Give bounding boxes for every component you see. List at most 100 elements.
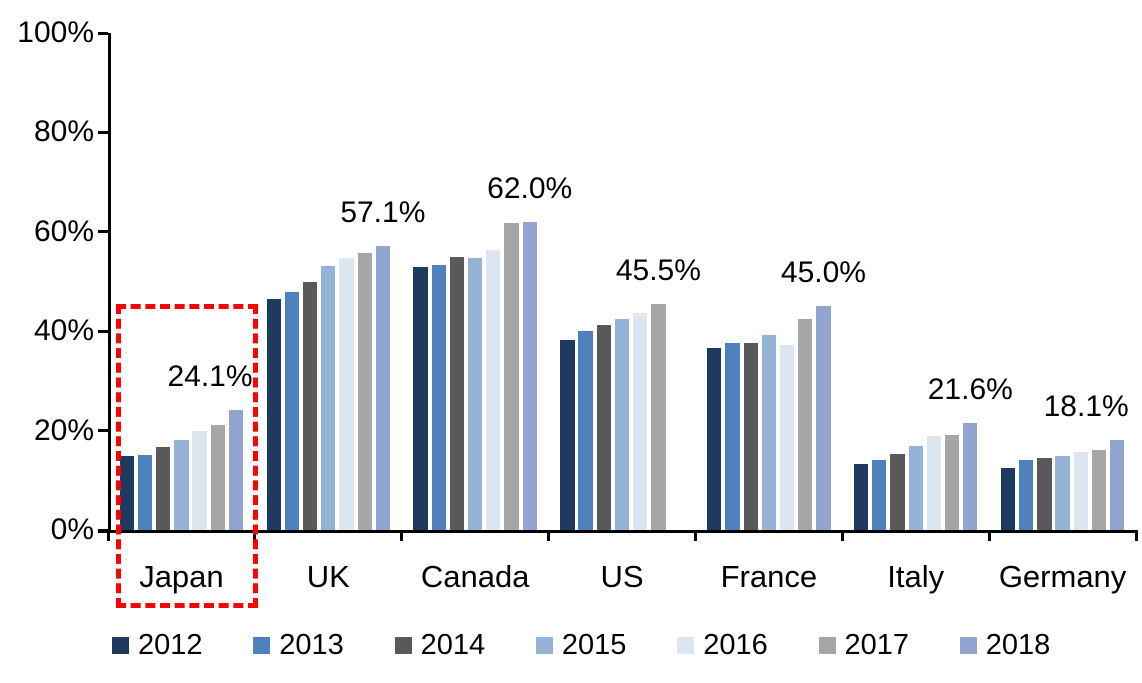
data-label-us: 45.5% <box>615 253 701 287</box>
bar-2013-us <box>578 330 593 530</box>
legend-item-2016: 2016 <box>677 628 768 662</box>
legend-item-2013: 2013 <box>253 628 344 662</box>
y-axis-tick <box>98 130 108 134</box>
x-axis-tick <box>106 531 110 541</box>
bar-2014-canada <box>449 257 465 530</box>
bar-2012-france <box>707 348 722 530</box>
bar-2017-italy <box>944 434 960 530</box>
bar-2018-france <box>816 306 831 530</box>
bar-2018-canada <box>522 221 537 530</box>
bar-2016-us <box>633 313 648 530</box>
bar-2014-japan <box>156 446 171 530</box>
legend-swatch-2016 <box>677 636 695 654</box>
bar-2015-uk <box>321 265 336 530</box>
legend-swatch-2018 <box>959 636 977 654</box>
y-axis-tick <box>98 31 108 35</box>
bar-group-italy: 21.6% <box>842 33 1013 530</box>
bar-2013-uk <box>284 291 300 530</box>
data-label-canada: 62.0% <box>487 171 573 205</box>
bar-2015-france <box>761 334 776 530</box>
bar-group-germany: 18.1% <box>989 33 1136 530</box>
bar-2014-uk <box>302 281 318 530</box>
bar-2014-germany <box>1037 458 1052 530</box>
bar-2013-italy <box>872 459 887 530</box>
bar-2012-us <box>560 340 575 530</box>
bar-2017-canada <box>504 223 519 530</box>
bar-2016-italy <box>926 436 942 530</box>
highlight-rectangle <box>116 304 258 608</box>
legend-swatch-2015 <box>535 636 553 654</box>
x-axis-tick <box>1134 531 1138 541</box>
bar-2015-japan <box>174 440 189 530</box>
bar-2017-us <box>651 303 666 530</box>
bar-group-uk: 57.1% <box>255 33 425 530</box>
category-label-japan: Japan <box>139 559 224 594</box>
bar-2012-germany <box>1000 467 1016 530</box>
plot-area: 24.1% 57.1% 62.0% 45.5% 45.0% 21.6% 18.1% <box>108 33 1136 530</box>
bar-2013-germany <box>1019 460 1034 530</box>
legend-label-2018: 2018 <box>985 629 1051 661</box>
bar-2013-canada <box>431 264 446 530</box>
bar-2012-italy <box>853 463 869 530</box>
bar-2014-us <box>596 325 611 530</box>
legend-label-2015: 2015 <box>561 629 627 661</box>
bar-2015-italy <box>908 446 923 530</box>
bar-2017-germany <box>1091 450 1107 530</box>
x-axis-tick <box>987 531 991 541</box>
bar-2017-japan <box>210 424 225 530</box>
x-axis-tick <box>400 531 404 541</box>
y-axis-tick-label: 60% <box>33 214 94 248</box>
bar-2018-uk <box>375 246 391 530</box>
legend-swatch-2017 <box>818 636 836 654</box>
legend-item-2015: 2015 <box>535 628 627 662</box>
bar-2013-japan <box>137 455 153 530</box>
bar-2014-italy <box>890 453 905 530</box>
bar-2012-japan <box>119 455 134 530</box>
legend-swatch-2012 <box>112 636 129 654</box>
legend-label-2014: 2014 <box>420 629 486 661</box>
bar-group-japan: 24.1% <box>108 33 255 530</box>
category-label-germany: Germany <box>998 559 1127 594</box>
x-axis-tick <box>547 531 551 541</box>
category-label-canada: Canada <box>420 559 530 594</box>
bar-2018-germany <box>1110 440 1125 530</box>
x-axis-tick <box>840 531 844 541</box>
legend-item-2012: 2012 <box>112 628 203 662</box>
bar-group-us: 45.5% <box>549 33 701 530</box>
data-label-france: 45.0% <box>780 256 866 290</box>
y-axis-tick <box>98 429 108 433</box>
bar-group-france: 45.0% <box>695 33 866 530</box>
bar-2016-germany <box>1073 452 1088 530</box>
bar-2012-uk <box>266 299 281 530</box>
y-axis-tick-label: 20% <box>33 413 94 447</box>
bar-2015-us <box>614 319 630 530</box>
data-label-germany: 18.1% <box>1043 390 1129 424</box>
y-axis-tick-label: 100% <box>17 16 94 49</box>
bar-2018-japan <box>228 410 244 530</box>
legend-item-2018: 2018 <box>959 628 1051 662</box>
y-axis-tick-label: 40% <box>33 314 94 348</box>
data-label-japan: 24.1% <box>167 360 253 394</box>
category-label-us: US <box>600 559 644 594</box>
legend-swatch-2014 <box>394 636 412 654</box>
legend-label-2012: 2012 <box>138 629 203 661</box>
legend-label-2017: 2017 <box>844 629 910 661</box>
data-label-italy: 21.6% <box>927 372 1013 406</box>
bar-2013-france <box>725 342 740 530</box>
bar-2015-germany <box>1055 455 1070 530</box>
data-label-uk: 57.1% <box>340 196 426 230</box>
legend-item-2017: 2017 <box>818 628 910 662</box>
bar-2016-france <box>779 344 795 530</box>
y-axis-tick-label: 80% <box>33 115 94 149</box>
category-label-france: France <box>720 559 818 594</box>
bar-2017-uk <box>357 252 372 530</box>
y-axis-line <box>108 33 111 533</box>
legend-item-2014: 2014 <box>394 628 486 662</box>
bar-2012-canada <box>413 266 428 530</box>
bar-2014-france <box>743 343 758 530</box>
bar-2016-japan <box>192 431 207 530</box>
category-label-italy: Italy <box>887 559 945 594</box>
legend-swatch-2013 <box>253 636 271 654</box>
y-axis-tick <box>98 230 108 234</box>
